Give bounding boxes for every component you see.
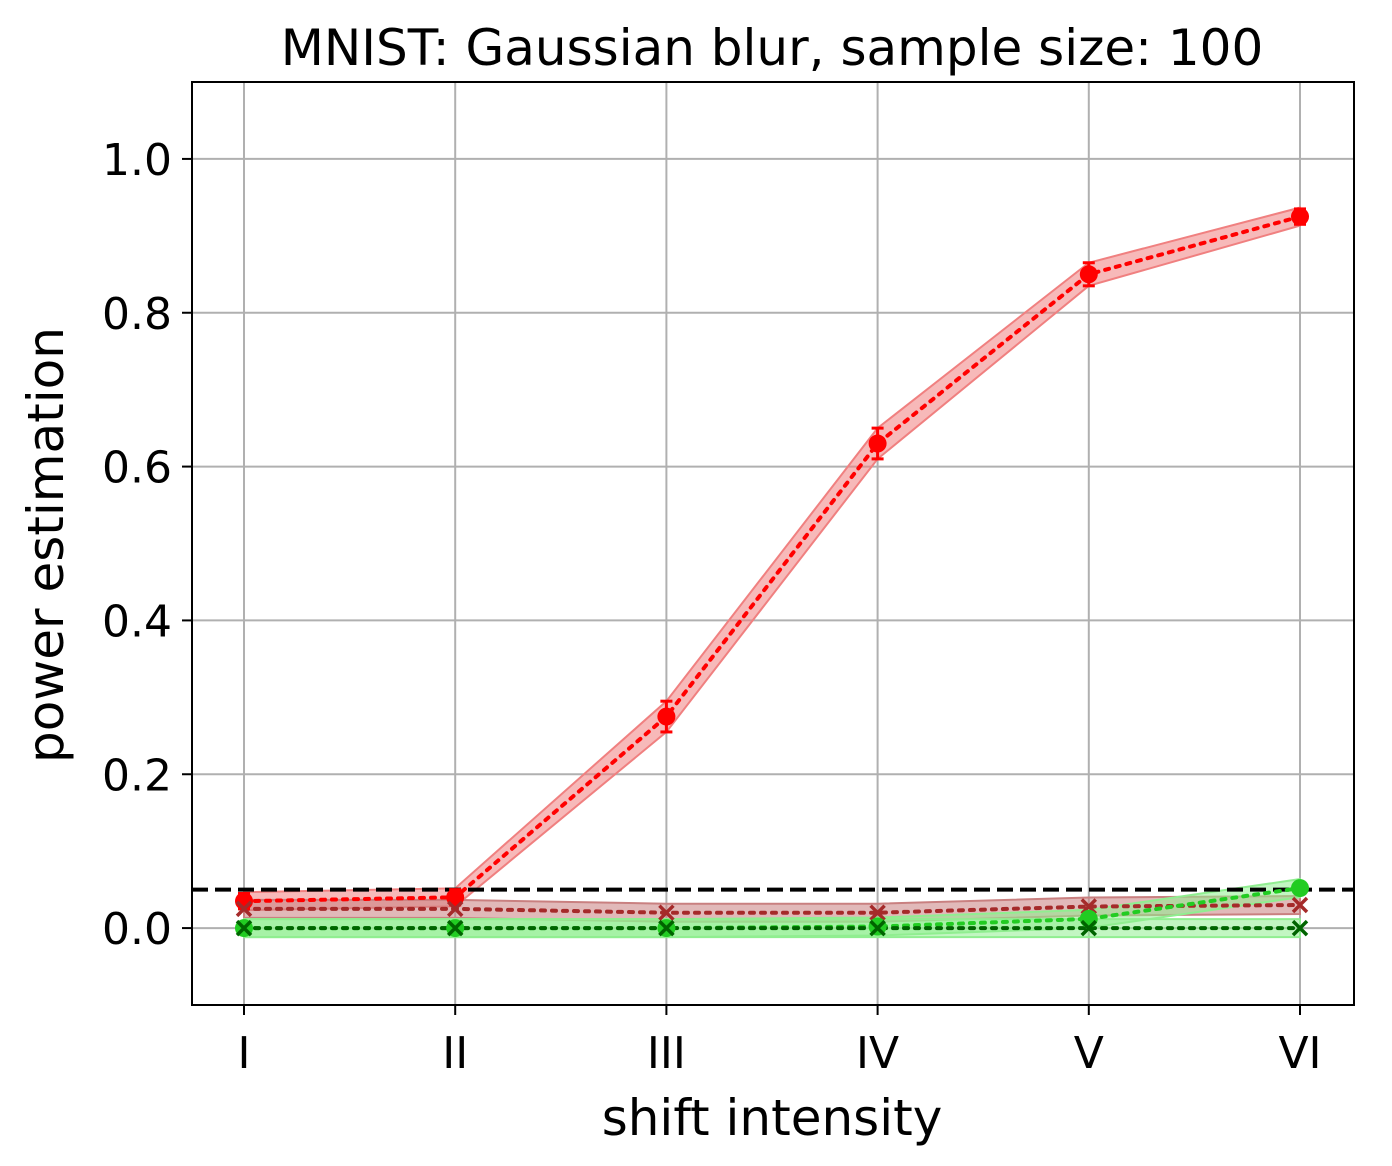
series-1-point [235,900,253,918]
confidence-bands [243,206,1301,939]
y-tick-label: 0.6 [102,443,172,494]
x-tick-label: V [1074,1028,1104,1079]
series-1-point [658,904,675,921]
series-1-point [869,904,886,921]
series-3-point [869,919,886,937]
series-1-line [242,903,1302,915]
x-tick-label: IV [856,1028,899,1079]
plot-frame [191,81,1355,1006]
series-1-point [1291,896,1309,914]
series-markers [235,207,1309,938]
x-axis-ticks: I II III IV V VI [238,1005,1322,1079]
y-axis-ticks: 0.0 0.2 0.4 0.6 0.8 1.0 [102,135,192,955]
series-3-point [1291,919,1309,937]
x-axis-label: shift intensity [602,1089,943,1147]
series-3-point [235,919,253,937]
x-tick-label: III [647,1028,686,1079]
series-2-point [1291,879,1309,898]
series-1-point [446,900,464,918]
series-0-line [242,214,1302,904]
chart-title: MNIST: Gaussian blur, sample size: 100 [281,19,1264,77]
y-tick-label: 1.0 [102,135,172,186]
series-0-point [446,888,465,907]
series-2-point [1079,909,1098,928]
x-tick-label: I [238,1028,251,1079]
series-0-point [657,707,676,726]
y-tick-label: 0.4 [102,596,172,647]
series-3-point [1080,919,1098,937]
y-axis-label: power estimation [17,327,75,763]
series-3-point [446,919,464,937]
y-tick-label: 0.0 [102,904,172,955]
grid [192,82,1354,1005]
series-lines [242,214,1302,931]
x-tick-label: II [442,1028,468,1079]
series-0-point [1079,265,1098,284]
series-0-point [868,434,887,453]
y-tick-label: 0.2 [102,750,172,801]
x-tick-label: VI [1278,1028,1321,1079]
y-tick-label: 0.8 [102,289,172,340]
series-3-point [658,919,675,937]
series-0-point [1291,207,1309,226]
